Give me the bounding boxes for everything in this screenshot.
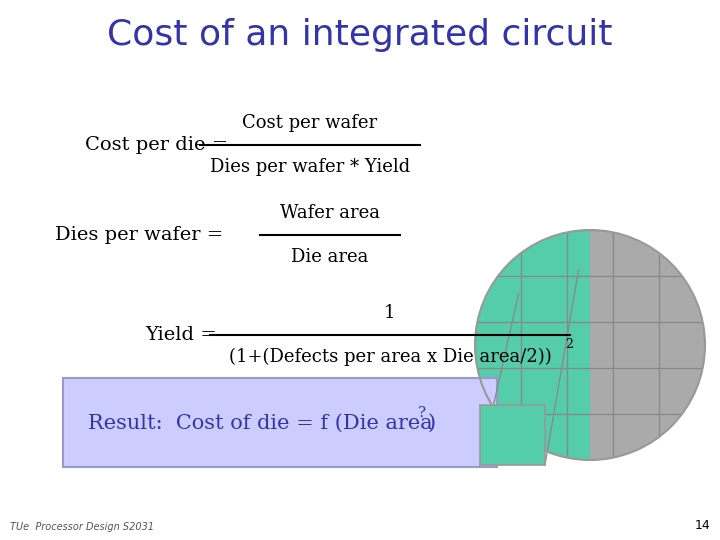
Text: Yield =: Yield = bbox=[145, 326, 217, 344]
Text: Cost per wafer: Cost per wafer bbox=[243, 114, 377, 132]
Text: (1+(Defects per area x Die area/2)): (1+(Defects per area x Die area/2)) bbox=[229, 348, 552, 366]
Text: ): ) bbox=[428, 414, 436, 433]
Text: Result:  Cost of die = f (Die area: Result: Cost of die = f (Die area bbox=[88, 414, 432, 433]
Wedge shape bbox=[475, 230, 590, 460]
Text: Cost of an integrated circuit: Cost of an integrated circuit bbox=[107, 18, 613, 52]
Text: ?: ? bbox=[418, 406, 426, 420]
Text: 2: 2 bbox=[565, 339, 573, 352]
Text: 14: 14 bbox=[694, 519, 710, 532]
Text: Cost per die =: Cost per die = bbox=[85, 136, 228, 154]
Text: Dies per wafer * Yield: Dies per wafer * Yield bbox=[210, 158, 410, 176]
Wedge shape bbox=[590, 230, 705, 460]
Bar bbox=[480, 405, 545, 465]
Text: Dies per wafer =: Dies per wafer = bbox=[55, 226, 223, 244]
Text: 1: 1 bbox=[384, 304, 396, 322]
Text: TUe  Processor Design S2031: TUe Processor Design S2031 bbox=[10, 522, 154, 532]
Text: Die area: Die area bbox=[292, 248, 369, 266]
FancyBboxPatch shape bbox=[63, 378, 497, 467]
Text: Wafer area: Wafer area bbox=[280, 204, 380, 222]
